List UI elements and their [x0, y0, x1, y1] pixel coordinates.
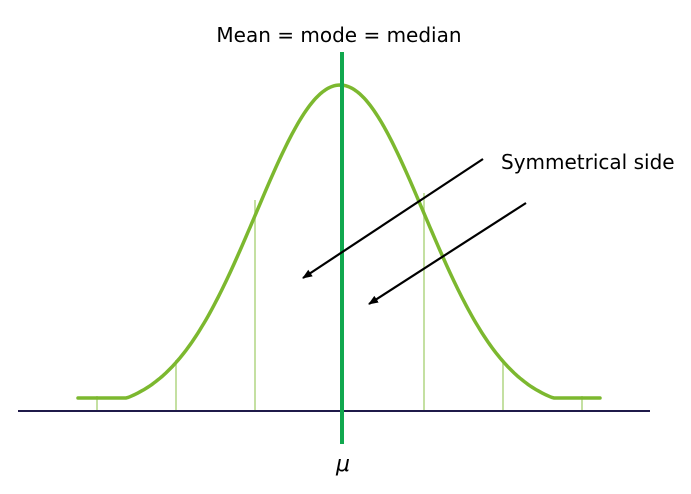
bell-curve: [76, 83, 602, 400]
arrow-upper: [302, 158, 484, 279]
arrow-lower: [368, 202, 527, 305]
symmetrical-side-label: Symmetrical side: [501, 150, 675, 174]
sigma-lines: [96, 193, 583, 411]
top-label: Mean = mode = median: [216, 23, 461, 47]
mu-label: μ: [335, 452, 350, 477]
